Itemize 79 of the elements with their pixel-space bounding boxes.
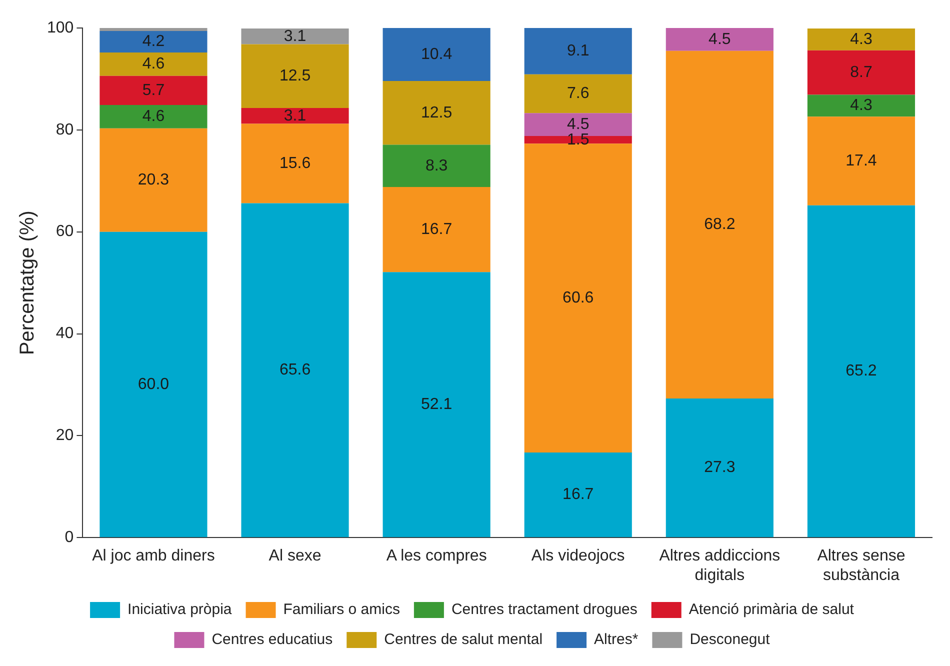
bar <box>382 28 490 81</box>
data-label: 16.7 <box>562 486 594 504</box>
legend-label: Familiars o amics <box>283 601 400 618</box>
bar <box>100 28 208 32</box>
x-tick-label: A les compres <box>386 548 487 565</box>
bar <box>241 28 349 44</box>
data-label: 4.6 <box>142 108 165 126</box>
data-label: 68.2 <box>704 216 736 234</box>
data-label: 12.5 <box>421 104 452 122</box>
bar <box>807 205 916 538</box>
data-label: 4.5 <box>708 30 731 48</box>
data-label: 60.0 <box>138 376 170 393</box>
bar <box>100 52 208 76</box>
legend-label: Atenció primària de salut <box>688 601 855 618</box>
bar <box>382 144 490 187</box>
bar <box>241 108 349 124</box>
bar <box>666 398 774 538</box>
bar <box>382 186 490 272</box>
data-label: 4.6 <box>142 56 165 73</box>
bar <box>100 232 208 538</box>
data-label: 20.3 <box>138 172 170 189</box>
bar <box>524 144 632 452</box>
legend-label: Centres educatius <box>212 631 333 648</box>
bar <box>100 76 208 105</box>
data-label: 52.1 <box>421 396 452 414</box>
bar <box>807 28 916 50</box>
data-label: 17.4 <box>846 152 877 170</box>
data-label: 8.3 <box>425 157 448 174</box>
bar <box>241 124 349 204</box>
y-tick-label: 60 <box>56 223 74 240</box>
data-label: 3.1 <box>284 28 306 45</box>
legend-label: Desconegut <box>690 631 771 648</box>
data-label: 16.7 <box>421 220 452 238</box>
legend-label: Iniciativa pròpia <box>128 601 232 618</box>
data-label: 7.6 <box>567 85 590 102</box>
bar <box>807 50 916 95</box>
bar <box>524 28 632 74</box>
data-label: 65.6 <box>279 362 311 379</box>
x-tick-label: Al sexe <box>268 548 322 565</box>
bar <box>666 50 774 398</box>
data-label: 15.6 <box>279 154 311 172</box>
bar <box>524 74 632 114</box>
data-label: 12.5 <box>279 68 311 85</box>
data-label: 5.7 <box>142 82 165 99</box>
y-tick-label: 20 <box>56 427 74 444</box>
legend-label: Centres tractament drogues <box>451 601 638 618</box>
data-label: 8.7 <box>850 64 872 81</box>
bar <box>241 203 349 538</box>
bar <box>666 28 774 51</box>
y-tick-label: 80 <box>56 121 74 138</box>
data-label: 60.6 <box>562 289 594 306</box>
y-tick-label: 0 <box>64 529 74 546</box>
bar <box>807 94 916 117</box>
data-label: 4.5 <box>567 116 590 133</box>
data-label: 10.4 <box>421 46 452 63</box>
data-label: 4.3 <box>850 97 872 114</box>
bar <box>100 128 208 232</box>
data-label: 27.3 <box>704 459 736 476</box>
y-tick-label: 40 <box>56 325 74 342</box>
data-label: 4.2 <box>142 33 165 50</box>
data-label: 9.1 <box>567 42 590 60</box>
bar <box>241 44 349 108</box>
y-axis-title: Percentatge (%) <box>16 210 39 356</box>
x-tick-label: Als videojocs <box>531 548 625 565</box>
legend-label: Centres de salut mental <box>384 631 543 648</box>
x-tick-label: Altres addiccions digitals <box>659 548 780 584</box>
data-label: 3.1 <box>284 107 306 124</box>
legend-label: Altres* <box>594 631 638 648</box>
bar <box>100 31 208 52</box>
data-label: 65.2 <box>846 362 877 380</box>
data-label: 4.3 <box>850 30 872 48</box>
x-tick-label: Al joc amb diners <box>92 548 215 565</box>
bar <box>382 81 490 145</box>
x-tick-label: Altres sense substància <box>817 548 906 584</box>
bar <box>100 104 208 128</box>
bar <box>524 452 632 538</box>
bar <box>807 116 916 206</box>
y-tick-label: 100 <box>46 19 74 36</box>
bar <box>382 272 490 538</box>
